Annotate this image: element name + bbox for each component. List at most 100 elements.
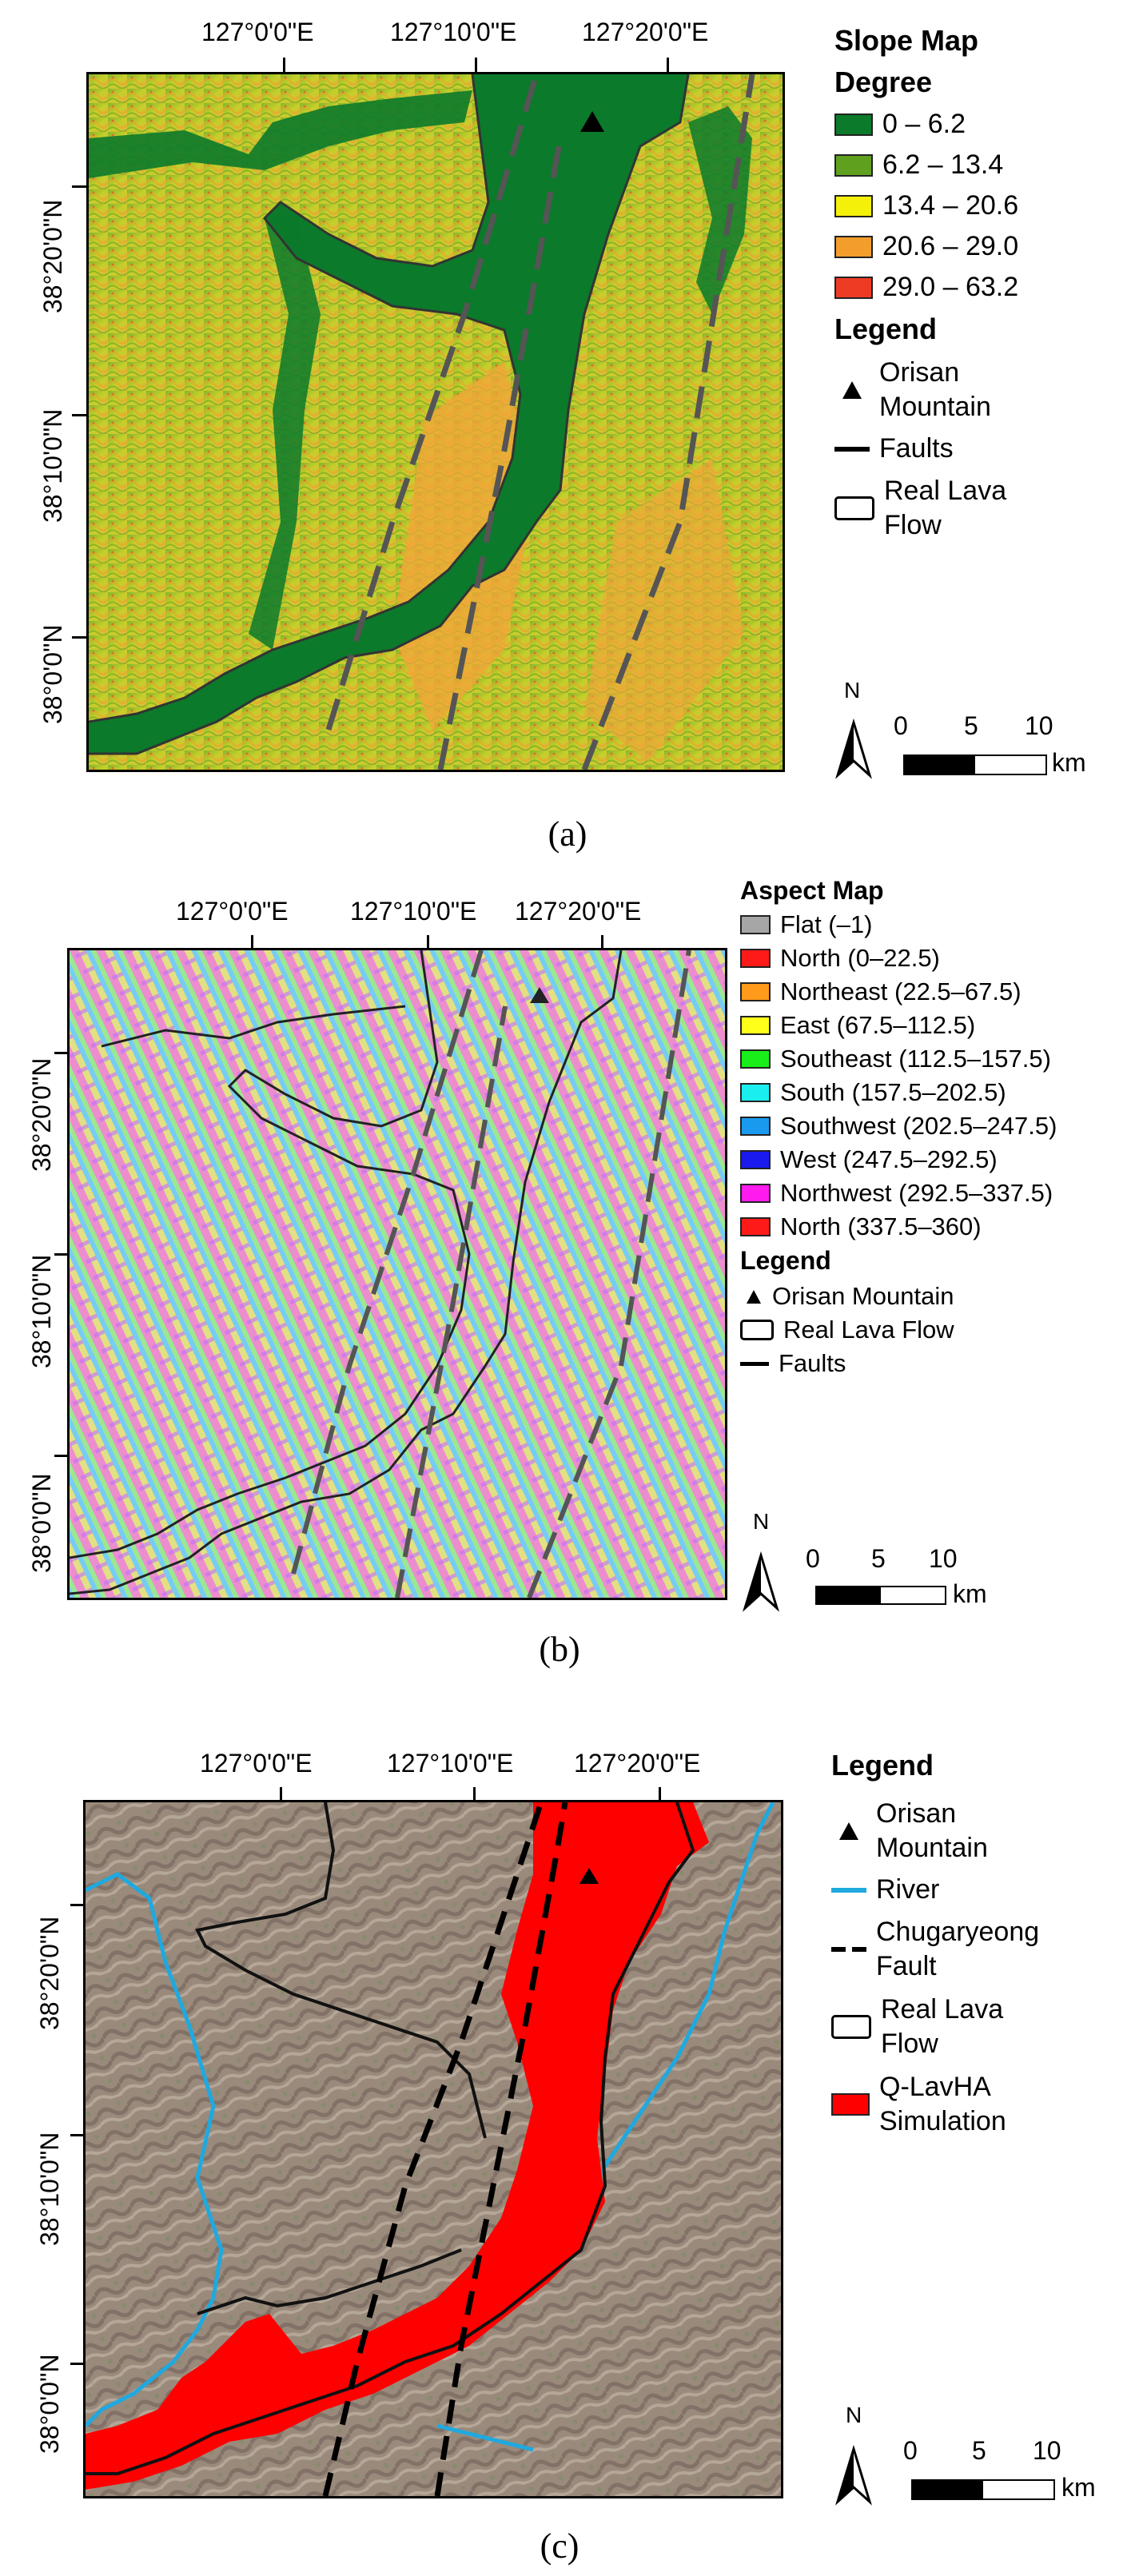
- legend-class-label: Flat (–1): [780, 910, 873, 938]
- chugaryeong-fault: [434, 1802, 568, 2496]
- orisan-mountain-marker: [580, 111, 604, 132]
- color-swatch: [740, 982, 771, 1001]
- scale-label: 10: [929, 1544, 958, 1573]
- steep-zone: [392, 362, 536, 730]
- x-tick: [473, 1787, 476, 1802]
- steep-zone: [584, 458, 744, 762]
- legend-class-label: 13.4 – 20.6: [882, 190, 1019, 221]
- y-tick-label: 38°20'0"N: [35, 1916, 64, 2030]
- x-tick-label: 127°20'0"E: [515, 897, 642, 926]
- x-tick: [427, 935, 429, 950]
- legend-class-row: Northwest (292.5–337.5): [740, 1179, 1140, 1208]
- lava-outline: [197, 2248, 462, 2315]
- legend-lava: Real Lava Flow: [834, 474, 1138, 542]
- simulation-legend: Legend Orisan Mountain River Chugaryeong…: [831, 1749, 1139, 2148]
- scale-unit: km: [953, 1579, 987, 1608]
- x-tick: [601, 935, 603, 950]
- x-tick: [251, 935, 253, 950]
- y-tick: [70, 2363, 85, 2365]
- legend-class-label: Northwest (292.5–337.5): [780, 1179, 1053, 1207]
- scale-label: 10: [1033, 2436, 1061, 2465]
- panel-c: 127°0'0"E 127°10'0"E 127°20'0"E 38°20'0"…: [0, 1702, 1143, 2576]
- dashed-line-icon: [831, 1946, 866, 1952]
- legend-river: River: [831, 1874, 1139, 1905]
- legend-mountain-label: Orisan Mountain: [876, 1798, 988, 1863]
- x-tick-label: 127°10'0"E: [387, 1749, 514, 1778]
- y-tick: [70, 1904, 85, 1906]
- y-tick-label: 38°10'0"N: [35, 2132, 64, 2246]
- orisan-mountain-marker: [579, 1868, 599, 1884]
- north-arrow-icon: [835, 2444, 872, 2506]
- scale-label: 5: [871, 1544, 886, 1573]
- legend-class-row: Southwest (202.5–247.5): [740, 1112, 1140, 1141]
- fault-line: [581, 74, 755, 770]
- x-tick-label: 127°20'0"E: [582, 18, 709, 46]
- outline-box-icon: [834, 496, 874, 520]
- lava-simulation: [86, 1802, 709, 2490]
- legend-faults-label: Faults: [879, 433, 954, 464]
- y-tick: [54, 1253, 69, 1256]
- color-swatch: [834, 235, 873, 258]
- legend-fault-label: Chugaryeong Fault: [876, 1917, 1040, 1981]
- lava-outline: [89, 74, 522, 723]
- legend-lava: Real Lava Flow: [740, 1316, 1140, 1344]
- y-tick-label: 38°0'0"N: [38, 624, 67, 724]
- x-tick: [280, 1787, 282, 1802]
- outline-box-icon: [740, 1320, 774, 1340]
- legend-class-row: Southeast (112.5–157.5): [740, 1045, 1140, 1073]
- orisan-mountain-marker: [530, 987, 549, 1003]
- scale-label: 5: [972, 2436, 986, 2465]
- triangle-icon: [747, 1289, 761, 1304]
- panel-b: 127°0'0"E 127°10'0"E 127°20'0"E 38°20'0"…: [0, 863, 1143, 1702]
- y-tick: [54, 1052, 69, 1054]
- legend-title: Aspect Map: [740, 876, 884, 905]
- color-swatch: [740, 1217, 771, 1236]
- caption-c: (c): [540, 2526, 579, 2566]
- legend-class-row: North (337.5–360): [740, 1212, 1140, 1241]
- color-swatch: [740, 949, 771, 968]
- legend-class-label: South (157.5–202.5): [780, 1078, 1006, 1106]
- fault-line: [437, 137, 564, 770]
- legend-class-label: 0 – 6.2: [882, 109, 966, 139]
- fault-line: [291, 950, 484, 1575]
- lava-outline: [101, 1005, 406, 1048]
- color-swatch: [740, 915, 771, 934]
- flat-valley: [89, 90, 472, 178]
- x-tick-label: 127°0'0"E: [176, 897, 289, 926]
- triangle-icon: [839, 1822, 858, 1840]
- color-swatch: [740, 1150, 771, 1169]
- legend-mountain: Orisan Mountain: [831, 1797, 1139, 1865]
- river: [86, 1872, 224, 2427]
- legend-lava-label: Real Lava Flow: [884, 476, 1007, 540]
- river: [436, 2423, 534, 2452]
- panel-a: 127°0'0"E 127°10'0"E 127°20'0"E 38°20'0"…: [0, 0, 1143, 863]
- legend-class-label: North (0–22.5): [780, 944, 940, 972]
- x-tick: [667, 58, 669, 72]
- color-swatch: [834, 113, 873, 136]
- y-tick-label: 38°0'0"N: [27, 1473, 56, 1573]
- line-icon: [834, 446, 870, 452]
- north-arrow-icon: [835, 718, 872, 779]
- scale-unit: km: [1061, 2473, 1096, 2502]
- legend-class-row: 29.0 – 63.2: [834, 272, 1138, 303]
- y-tick-label: 38°0'0"N: [35, 2354, 64, 2454]
- legend-class-row: West (247.5–292.5): [740, 1145, 1140, 1174]
- legend-class-row: Flat (–1): [740, 910, 1140, 939]
- legend-class-label: East (67.5–112.5): [780, 1011, 976, 1039]
- legend-title: Slope Map: [834, 24, 979, 57]
- legend-heading: Legend: [831, 1749, 934, 1782]
- slope-class-list: 0 – 6.2 6.2 – 13.4 13.4 – 20.6 20.6 – 29.0 2…: [834, 109, 1138, 303]
- legend-class-row: 13.4 – 20.6: [834, 190, 1138, 221]
- x-tick-label: 127°0'0"E: [200, 1749, 313, 1778]
- x-tick: [283, 58, 285, 72]
- legend-class-label: 20.6 – 29.0: [882, 231, 1019, 261]
- y-tick-label: 38°20'0"N: [27, 1057, 56, 1172]
- x-tick-label: 127°10'0"E: [390, 18, 517, 46]
- y-tick: [72, 636, 86, 639]
- river-line-icon: [831, 1887, 866, 1893]
- color-swatch: [740, 1117, 771, 1136]
- line-icon: [740, 1361, 769, 1366]
- x-tick: [475, 58, 477, 72]
- color-swatch: [834, 276, 873, 299]
- scale-label: 0: [806, 1544, 820, 1573]
